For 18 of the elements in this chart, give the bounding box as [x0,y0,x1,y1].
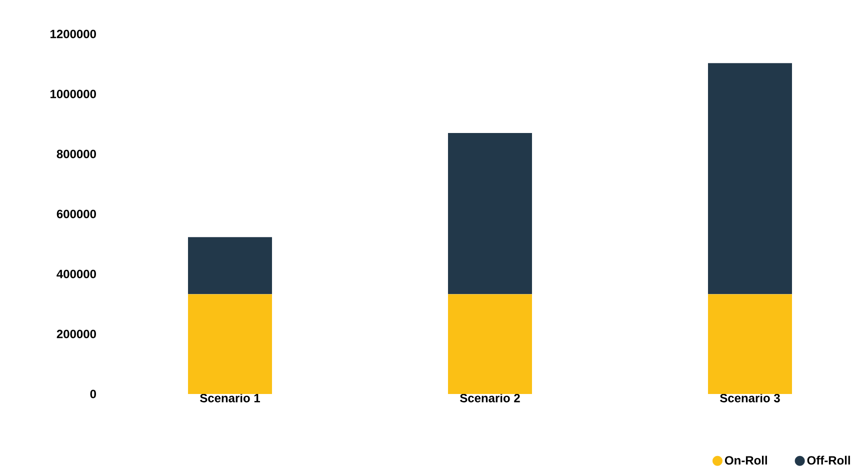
bar [448,294,532,394]
legend-label: Off-Roll [807,456,850,465]
legend-label: On-Roll [724,456,767,465]
y-tick-label: 800000 [56,150,96,158]
bar [188,294,272,394]
bar [448,132,532,294]
bar [188,237,272,294]
y-tick-label: 600000 [56,210,96,218]
y-tick-label: 1000000 [50,90,96,98]
x-tick-label: Scenario 1 [200,394,260,402]
y-tick-label: 200000 [56,330,96,338]
x-tick-label: Scenario 3 [720,394,780,402]
y-tick-label: 400000 [56,270,96,278]
y-tick-label: 0 [90,390,96,398]
bar [708,63,792,294]
y-tick-label: 1200000 [50,30,96,38]
x-tick-label: Scenario 2 [460,394,520,402]
bar [708,294,792,394]
